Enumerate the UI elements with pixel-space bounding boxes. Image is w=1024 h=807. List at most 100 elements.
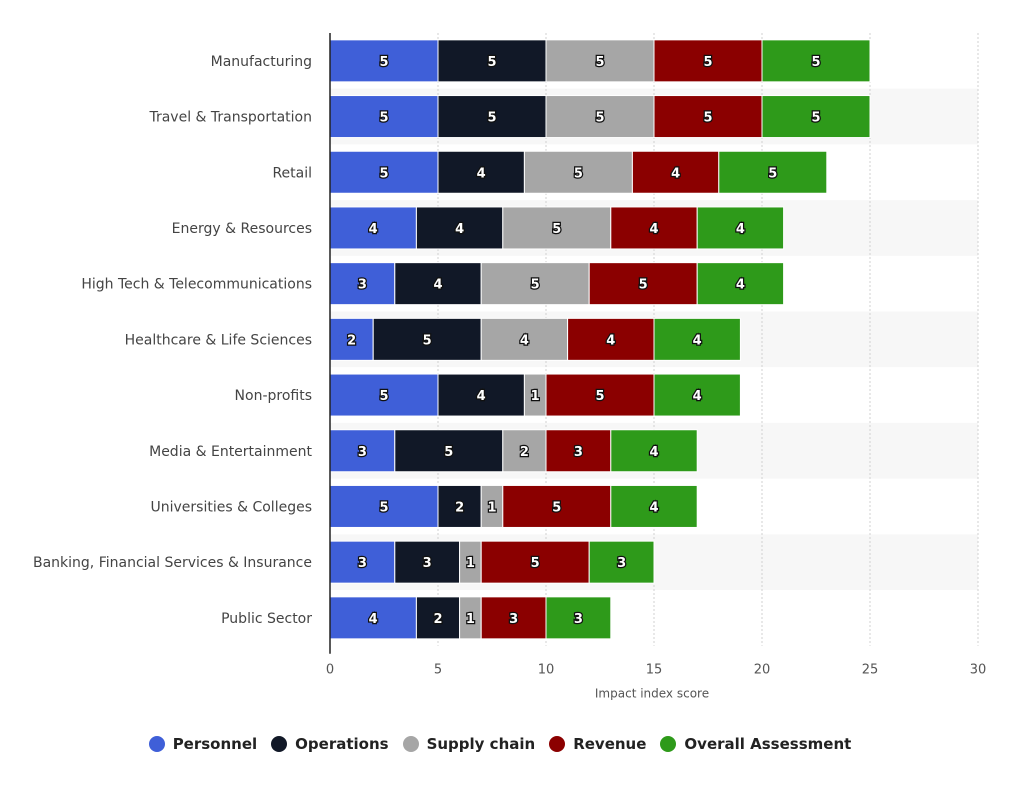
- bar-segment: [653, 317, 741, 361]
- bar-value-label: 5: [379, 55, 388, 70]
- bar-segment: [502, 484, 612, 528]
- legend-label: Operations: [295, 735, 389, 753]
- bar-segment: [588, 262, 698, 306]
- bar-value-label: 3: [509, 612, 518, 627]
- legend-swatch-icon: [402, 736, 419, 752]
- bar-value-label: 4: [369, 612, 378, 627]
- bar-segment: [480, 540, 590, 584]
- x-tick-label: 25: [862, 663, 879, 678]
- category-label: Healthcare & Life Sciences: [125, 332, 312, 348]
- x-tick-label: 30: [970, 663, 987, 678]
- legend-item[interactable]: Personnel: [148, 735, 258, 753]
- legend-label: Personnel: [172, 735, 258, 753]
- bar-value-label: 1: [466, 612, 475, 627]
- bar-value-label: 4: [520, 333, 529, 348]
- bar-value-label: 3: [617, 556, 626, 571]
- bar-segment: [653, 373, 741, 417]
- legend-item[interactable]: Revenue: [549, 735, 646, 753]
- bar-value-label: 5: [811, 55, 820, 70]
- bar-value-label: 5: [768, 166, 777, 181]
- category-label: Public Sector: [221, 611, 312, 627]
- bar-segment: [502, 206, 612, 250]
- bar-value-label: 4: [736, 222, 745, 237]
- bar-value-label: 5: [379, 166, 388, 181]
- bar-value-label: 4: [671, 166, 680, 181]
- bar-value-label: 5: [444, 445, 453, 460]
- bar-value-label: 5: [531, 278, 540, 293]
- bar-value-label: 2: [433, 612, 442, 627]
- bar-segment: [545, 95, 655, 139]
- legend-swatch-icon: [271, 736, 288, 752]
- bar-value-label: 3: [358, 278, 367, 293]
- bar-segment: [480, 262, 590, 306]
- bar-value-label: 5: [639, 278, 648, 293]
- bar-segment: [761, 39, 871, 83]
- category-label: Travel & Transportation: [148, 110, 312, 126]
- legend-item[interactable]: Overall Assessment: [660, 735, 851, 753]
- bar-value-label: 4: [736, 278, 745, 293]
- bar-segment: [437, 484, 482, 528]
- bar-value-label: 5: [811, 111, 820, 126]
- bar-value-label: 5: [595, 111, 604, 126]
- bar-segment: [329, 429, 396, 473]
- bar-segment: [545, 429, 612, 473]
- bar-value-label: 4: [649, 222, 658, 237]
- bar-segment: [437, 150, 525, 194]
- x-tick-label: 5: [434, 663, 442, 678]
- category-labels: Manufacturing Travel & Transportation Reta…: [33, 54, 313, 627]
- legend-label: Supply chain: [426, 735, 536, 753]
- bar-segment: [545, 39, 655, 83]
- bar-segment: [523, 150, 633, 194]
- bar-value-label: 4: [606, 333, 615, 348]
- category-label: Energy & Resources: [172, 221, 312, 237]
- bar-value-label: 4: [369, 222, 378, 237]
- bar-value-label: 2: [347, 333, 356, 348]
- bar-value-label: 5: [531, 556, 540, 571]
- bar-value-label: 2: [520, 445, 529, 460]
- bar-value-label: 2: [455, 500, 464, 515]
- bar-segment: [761, 95, 871, 139]
- legend-swatch-icon: [148, 736, 165, 752]
- bar-value-label: 4: [693, 389, 702, 404]
- legend-label: Overall Assessment: [684, 735, 852, 753]
- bar-value-label: 5: [703, 111, 712, 126]
- stacked-bar-chart: 5 5 5 5 55 5 5 5 55 4 5 4 54 4 5 4 43 4 5 5 42 5 4 4 45 4 1 5 43 5 2 3 4…: [33, 33, 987, 701]
- category-label: Universities & Colleges: [151, 499, 312, 515]
- bar-segment: [437, 95, 547, 139]
- bar-value-label: 4: [693, 333, 702, 348]
- legend-swatch-icon: [549, 736, 566, 752]
- bar-value-label: 5: [595, 389, 604, 404]
- legend-label: Revenue: [573, 735, 647, 753]
- bar-value-label: 5: [487, 55, 496, 70]
- bars: 5 5 5 5 5 5 5 5 5 5 5 4 5 4 5 4 4 5 4 4 3 4 5 5 4 2 5 4 4 4 5 4 1 5 4 3 5 2 3 4…: [329, 39, 871, 640]
- bar-value-label: 5: [423, 333, 432, 348]
- bar-segment: [480, 596, 547, 640]
- x-tick-label: 20: [754, 663, 771, 678]
- bar-segment: [437, 373, 525, 417]
- bar-value-label: 4: [649, 500, 658, 515]
- x-tick-label: 10: [538, 663, 555, 678]
- bar-value-label: 4: [649, 445, 658, 460]
- bar-value-label: 5: [552, 222, 561, 237]
- legend-item[interactable]: Supply chain: [402, 735, 536, 753]
- bar-value-label: 5: [703, 55, 712, 70]
- x-tick-label: 15: [646, 663, 663, 678]
- legend-swatch-icon: [660, 736, 677, 752]
- bar-value-label: 4: [433, 278, 442, 293]
- bar-segment: [415, 206, 504, 250]
- bar-value-label: 5: [552, 500, 561, 515]
- bar-value-label: 5: [379, 500, 388, 515]
- bar-segment: [610, 484, 698, 528]
- bar-segment: [610, 206, 698, 250]
- legend-item[interactable]: Operations: [271, 735, 389, 753]
- category-label: Media & Entertainment: [149, 444, 312, 460]
- bar-segment: [437, 39, 547, 83]
- x-tick-label: 0: [326, 663, 334, 678]
- bar-value-label: 3: [423, 556, 432, 571]
- bar-value-label: 5: [595, 55, 604, 70]
- bar-segment: [718, 150, 828, 194]
- bar-segment: [480, 317, 569, 361]
- legend: Personnel Operations Supply chain Revenue Ov…: [0, 735, 1000, 753]
- bar-segment: [545, 596, 612, 640]
- bar-segment: [653, 95, 763, 139]
